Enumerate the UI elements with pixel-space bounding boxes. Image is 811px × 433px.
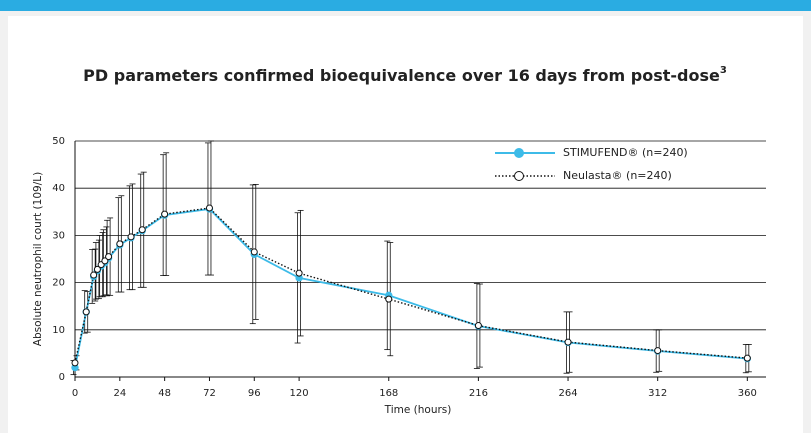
data-point [654,347,662,355]
x-tick-label: 312 [648,388,667,399]
legend-label: Neulasta® (n=240) [563,169,672,182]
series-line [74,207,748,363]
y-tick-label: 10 [52,325,65,336]
y-tick-label: 50 [52,136,65,147]
data-point [474,322,482,330]
data-point [138,226,146,234]
data-point [385,295,393,303]
title-text: PD parameters confirmed bioequivalence o… [83,66,720,85]
data-point [161,210,169,218]
data-point [71,359,79,367]
y-tick-label: 30 [52,230,65,241]
x-tick-label: 48 [158,388,171,399]
data-point [93,265,101,273]
x-axis-label: Time (hours) [384,404,452,416]
data-point [101,257,109,265]
data-point [205,204,213,212]
y-axis-label: Absolute neutrophil court (109/L) [32,172,44,346]
series-line [74,208,748,368]
y-tick-label: 40 [52,183,65,194]
data-point [116,240,124,248]
x-tick-label: 168 [379,388,398,399]
data-point [82,308,90,316]
x-tick-label: 24 [113,388,126,399]
x-tick-label: 360 [738,388,757,399]
x-tick-label: 96 [248,388,261,399]
data-point [127,233,135,241]
data-point [105,253,113,261]
data-point [564,338,572,346]
x-tick-label: 216 [469,388,488,399]
y-tick-label: 0 [59,372,65,383]
chart-title: PD parameters confirmed bioequivalence o… [83,65,727,85]
legend-marker [514,171,524,181]
x-tick-label: 72 [203,388,216,399]
top-bar [0,0,811,11]
y-tick-label: 20 [52,278,65,289]
title-superscript: 3 [720,65,727,76]
legend-label: STIMUFEND® (n=240) [563,146,688,159]
x-tick-label: 120 [290,388,309,399]
data-point [743,354,751,362]
data-point [250,248,258,256]
data-point [295,269,303,277]
legend-marker [514,148,524,158]
x-tick-label: 264 [558,388,577,399]
x-tick-label: 0 [72,388,78,399]
data-point [90,271,98,279]
